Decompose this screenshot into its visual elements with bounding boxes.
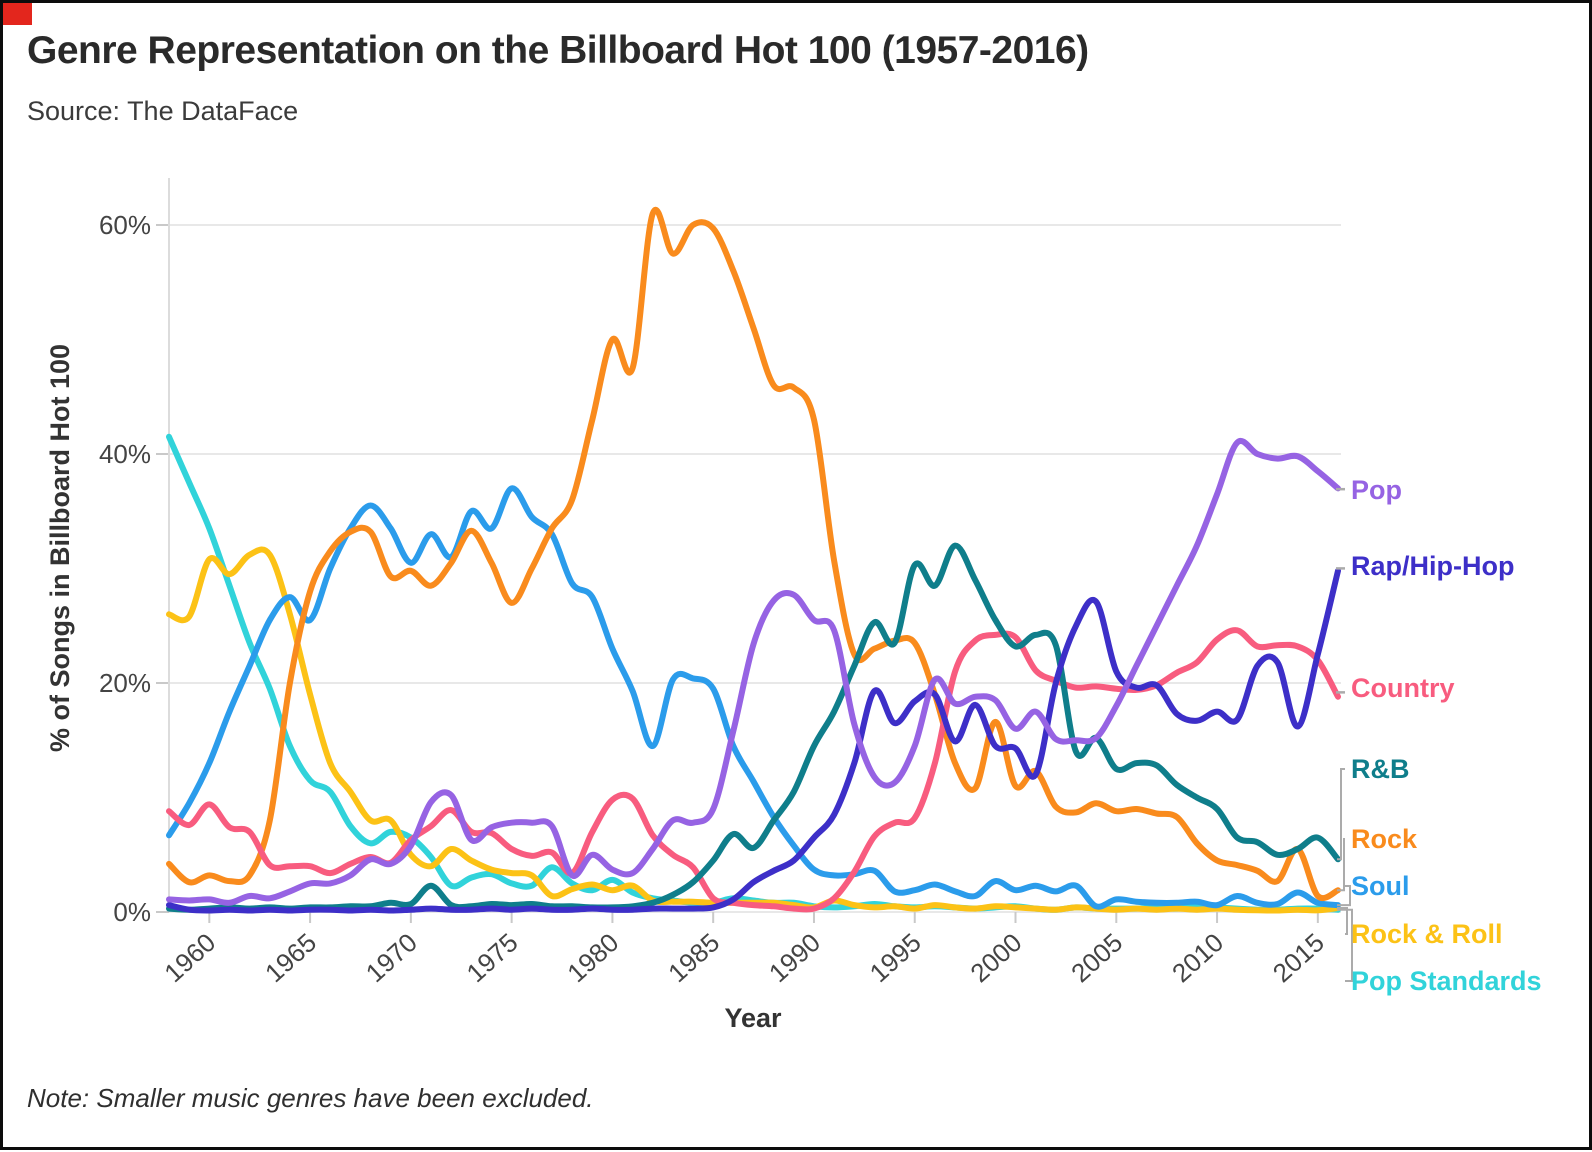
line-soul [166,485,1341,910]
leader-bracket [1337,885,1351,907]
screen-corner-marker [3,3,32,25]
legend-label-pop: Pop [1351,475,1402,505]
series-label-layer: Pop Standards Rock & Roll Soul Rock Country R… [1336,475,1542,996]
line-pop [166,438,1341,906]
legend-label-rock-roll: Rock & Roll [1351,919,1503,949]
y-axis-title: % of Songs in Billboard Hot 100 [45,344,75,752]
line-r-b [166,542,1341,913]
y-tick-label: 0% [113,897,151,927]
x-tick-label: 2010 [1166,927,1229,988]
legend-label-pop-standards: Pop Standards [1351,966,1542,996]
leader-bracket [1337,768,1345,861]
leader-bracket [1337,908,1353,982]
line-rock-roll [166,546,1341,914]
source-caption: Source: The DataFace [27,96,298,126]
legend-label-soul: Soul [1351,871,1410,901]
x-tick-label: 1970 [360,927,423,988]
x-tick-label: 1960 [158,927,221,988]
line-pop-standards [166,433,1341,913]
legend-label-rock: Rock [1351,824,1418,854]
x-tick-label: 1980 [561,927,624,988]
page-title: Genre Representation on the Billboard Ho… [27,29,1089,72]
y-tick-label: 60% [99,210,151,240]
legend-label-r-b: R&B [1351,754,1410,784]
line-layer [166,207,1341,914]
line-rap-hip-hop [166,567,1341,914]
x-axis-title: Year [724,1003,782,1033]
x-tick-label: 1990 [763,927,826,988]
leader-bracket [1337,838,1345,892]
footnote: Note: Smaller music genres have been exc… [27,1083,594,1113]
x-tick-label: 1965 [259,927,322,988]
leader-bracket [1337,907,1348,935]
legend-label-country: Country [1351,673,1455,703]
x-tick-label: 2015 [1267,927,1330,988]
line-rock [166,207,1341,902]
x-tick-label: 1995 [864,927,927,988]
x-tick-label: 1975 [461,927,524,988]
x-tick-label: 2005 [1065,927,1128,988]
x-tick-label: 1985 [662,927,725,988]
x-tick-label: 2000 [964,927,1027,988]
legend-label-rap-hip-hop: Rap/Hip-Hop [1351,551,1514,581]
y-tick-label: 40% [99,439,151,469]
genre-line-chart: Genre Representation on the Billboard Ho… [27,29,1542,1113]
y-tick-label: 20% [99,668,151,698]
